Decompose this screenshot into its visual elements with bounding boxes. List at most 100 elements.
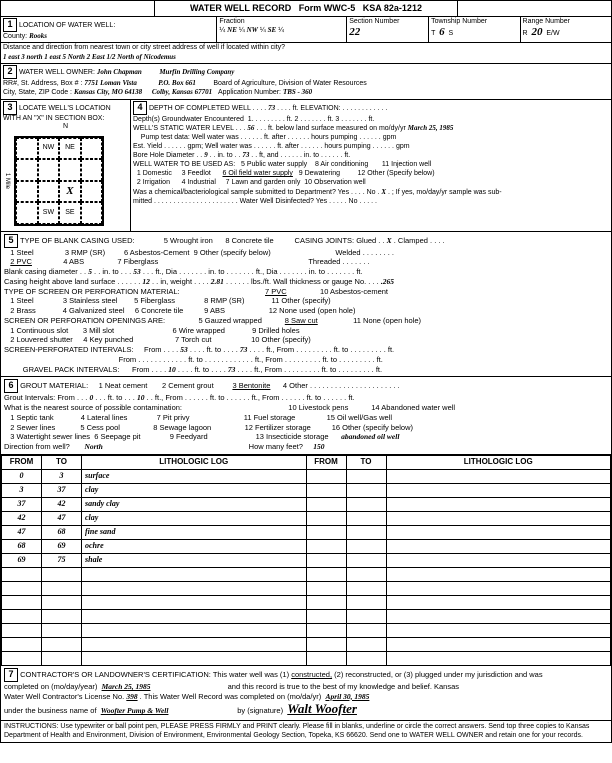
fraction-lbl: Fraction xyxy=(219,18,244,25)
spi-ee2: ft. to xyxy=(322,355,337,364)
dia-c: ft., Dia xyxy=(155,267,177,276)
c6: 6 Asbestos-Cement xyxy=(124,248,189,257)
swl: 56 xyxy=(247,124,254,132)
o7: 7 Torch cut xyxy=(175,335,212,344)
p1: 1 Steel xyxy=(10,296,33,305)
u12: 12 Other (Specify below) xyxy=(358,170,435,177)
bus-v: Woofter Pump & Well xyxy=(101,706,169,715)
sec7-num: 7 xyxy=(4,668,18,682)
p4: 4 Galvanized steel xyxy=(63,306,125,315)
pob: P.O. Box 661 xyxy=(158,79,196,87)
p3: 3 Stainless steel xyxy=(63,296,118,305)
bore-d: in. to xyxy=(304,152,319,159)
depth-lbl: DEPTH OF COMPLETED WELL xyxy=(149,105,251,112)
se: SE xyxy=(59,202,81,224)
dia-e: ft., Dia xyxy=(256,267,278,276)
s1: 1 Septic tank xyxy=(10,413,53,422)
bus: under the business name of xyxy=(4,706,97,715)
gi-lbl: Grout Intervals: From xyxy=(4,393,75,402)
owner-co: Murfin Drilling Company xyxy=(159,68,234,76)
dir: North xyxy=(84,442,102,451)
u2: 2 Irrigation xyxy=(137,179,170,186)
elev-lbl: ft. ELEVATION: xyxy=(293,105,341,112)
feet-lbl: How many feet? xyxy=(249,442,303,451)
gw3: ft. 3 xyxy=(328,116,340,123)
sec1-num: 1 xyxy=(3,18,17,32)
est-c: hours pumping xyxy=(324,143,370,150)
sec5-num: 5 xyxy=(4,234,18,248)
f2: NW xyxy=(247,26,258,34)
o4: 4 Key punched xyxy=(83,335,133,344)
p12: 12 None used (open hole) xyxy=(269,306,356,315)
gpi-v1: 10 xyxy=(168,365,176,374)
app-lbl: Application Number: xyxy=(218,89,281,96)
disinfect: Water Well Disinfected? Yes xyxy=(240,198,328,205)
s6-lbl: GROUT MATERIAL: xyxy=(20,381,88,390)
dist: 1 east 3 north 1 east 5 North 2 East 1/2… xyxy=(3,53,176,61)
o5: 5 Gauzed wrapped xyxy=(198,316,261,325)
s13: 13 Insecticide storage xyxy=(256,432,329,441)
o3: 3 Mill slot xyxy=(83,326,114,335)
spi-eee: ft. xyxy=(388,345,394,354)
s9: 9 Feedyard xyxy=(170,432,208,441)
ht: 12 xyxy=(142,277,150,286)
title: WATER WELL RECORD xyxy=(190,3,291,13)
c4: 4 ABS xyxy=(63,257,84,266)
pump-lbl: Pump test data: Well water was xyxy=(141,134,239,141)
spi-e2: ft., From xyxy=(255,355,283,364)
bore-b: 73 xyxy=(242,151,249,159)
depth: 73 xyxy=(268,104,275,112)
owner-name: John Chapman xyxy=(97,68,142,76)
gw1: 1. xyxy=(248,116,254,123)
gpi-t: ft. to xyxy=(195,365,210,374)
log-h3b: LITHOLOGIC LOG xyxy=(386,455,611,469)
chem2: mitted xyxy=(133,198,152,205)
cert: CONTRACTOR'S OR LANDOWNER'S CERTIFICATIO… xyxy=(20,670,289,679)
c3: 3 RMP (SR) xyxy=(65,248,105,257)
s15: 15 Oil well/Gas well xyxy=(327,413,392,422)
spi-t2: ft. to xyxy=(188,355,203,364)
addr: 7751 Loman Vista xyxy=(84,79,137,87)
cert-c2: (2) reconstructed, or (3) plugged under … xyxy=(334,670,542,679)
rw: E/W xyxy=(546,30,559,37)
src-lbl: What is the nearest source of possible c… xyxy=(4,403,182,412)
sec4-num: 4 xyxy=(133,101,147,115)
p2: 2 Brass xyxy=(10,306,35,315)
sig: by (signature) xyxy=(237,706,283,715)
s12: 12 Fertilizer storage xyxy=(245,423,311,432)
g4: 4 Other xyxy=(283,381,308,390)
o10: 10 Other (specify) xyxy=(251,335,311,344)
c9: 9 Other (specify below) xyxy=(194,248,271,257)
feet: 150 xyxy=(313,442,324,451)
s5-lbl: TYPE OF BLANK CASING USED: xyxy=(20,236,135,245)
open-lbl: SCREEN OR PERFORATION OPENINGS ARE: xyxy=(4,316,165,325)
comp2: and this record is true to the best of m… xyxy=(228,682,459,691)
s5: 5 Cess pool xyxy=(80,423,120,432)
gpi-lbl: GRAVEL PACK INTERVALS: xyxy=(23,365,120,374)
gi-v2: 10 xyxy=(137,393,145,402)
log-h2: TO xyxy=(42,455,82,469)
sec3-num: 3 xyxy=(3,101,17,115)
ne: NE xyxy=(59,138,81,160)
lithologic-log: FROM TO LITHOLOGIC LOG FROM TO LITHOLOGI… xyxy=(1,455,611,666)
county-lbl: County: xyxy=(3,33,27,40)
gi-c: ft. to xyxy=(210,393,225,402)
cj: CASING JOINTS: Glued xyxy=(295,236,377,245)
p10: 10 Asbestos-cement xyxy=(320,287,388,296)
g3: 3 Bentonite xyxy=(232,381,270,390)
o9: 9 Drilled holes xyxy=(252,326,300,335)
est-b: ft. after xyxy=(277,143,299,150)
c7: 7 Fiberglass xyxy=(117,257,158,266)
g2: 2 Cement grout xyxy=(162,381,214,390)
dia-lbl: Blank casing diameter xyxy=(4,267,78,276)
est-lbl: Est. Yield xyxy=(133,143,162,150)
u4: 4 Industrial xyxy=(182,179,216,186)
chem-if: ; If yes, mo/day/yr sample was sub- xyxy=(392,189,502,196)
spi-lbl: SCREEN-PERFORATED INTERVALS: xyxy=(4,345,134,354)
swl2: ft. below land surface measured on mo/dy… xyxy=(268,125,406,132)
sw: SW xyxy=(38,202,60,224)
p5: 5 Fiberglass xyxy=(134,296,175,305)
sec6-num: 6 xyxy=(4,379,18,393)
gpi-eee: ft. xyxy=(376,365,382,374)
pump-a: ft. after xyxy=(264,134,286,141)
